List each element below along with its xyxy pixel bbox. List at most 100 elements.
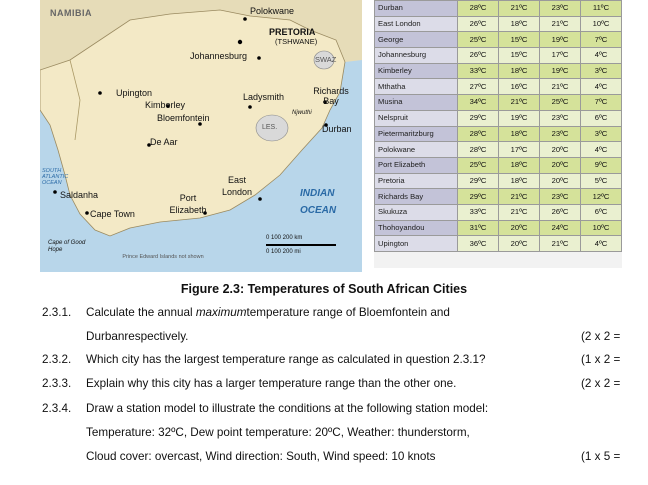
temperature-cell: 20ºC: [539, 156, 581, 174]
temperature-cell: 18ºC: [498, 172, 540, 190]
temperature-cell: 4ºC: [580, 235, 622, 252]
label-lesotho: LES.: [262, 124, 278, 131]
temperature-cell: 25ºC: [457, 31, 499, 49]
marks-2-3-2: (1 x 2 =: [581, 353, 621, 366]
question-text-rest: temperature range of Bloemfontein and: [246, 306, 450, 319]
temperature-cell: 3ºC: [580, 62, 622, 80]
label-cape-town: Cape Town: [90, 209, 135, 219]
temperature-cell: 20ºC: [539, 172, 581, 190]
temperature-cell: 25ºC: [457, 156, 499, 174]
temperature-cell: 29ºC: [457, 188, 499, 205]
temperature-cell: 23ºC: [539, 188, 581, 205]
marks-2-3-4: (1 x 5 =: [581, 450, 621, 463]
table-row: East London 26ºC 18ºC 21ºC 10ºC: [374, 15, 622, 33]
temperature-cell: 24ºC: [539, 219, 581, 237]
temperature-cell: 17ºC: [539, 47, 581, 64]
city-cell: Skukuza: [374, 203, 458, 221]
temperature-cell: 21ºC: [539, 15, 581, 33]
table-row: Johannesburg 26ºC 15ºC 17ºC 4ºC: [374, 47, 622, 64]
question-text: Draw a station model to illustrate the c…: [86, 402, 489, 415]
temperature-cell: 31ºC: [457, 219, 499, 237]
label-port-elizabeth: Port Elizabeth: [169, 193, 207, 215]
city-cell: Port Elizabeth: [374, 156, 458, 174]
question-number: 2.3.1.: [42, 306, 72, 319]
city-cell: Kimberley: [374, 62, 458, 80]
temperature-cell: 23ºC: [539, 109, 581, 127]
temperature-cell: 9ºC: [580, 156, 622, 174]
temperature-cell: 23ºC: [539, 125, 581, 143]
city-cell: Pretoria: [374, 172, 458, 190]
temperature-cell: 15ºC: [498, 47, 540, 64]
temperature-cell: 33ºC: [457, 62, 499, 80]
label-richards-bay: Richards Bay: [313, 86, 349, 106]
table-row: Polokwane 28ºC 17ºC 20ºC 4ºC: [374, 141, 622, 158]
question-number: 2.3.4.: [42, 402, 72, 415]
label-indian-ocean-2: OCEAN: [300, 205, 337, 216]
table-row: Pretoria 29ºC 18ºC 20ºC 5ºC: [374, 172, 622, 190]
temperature-cell: 21ºC: [498, 188, 540, 205]
city-cell: Pietermaritzburg: [374, 125, 458, 143]
label-south-atlantic: SOUTH ATLANTIC OCEAN: [42, 168, 69, 186]
temperature-cell: 23ºC: [539, 0, 581, 17]
temperature-cell: 4ºC: [580, 78, 622, 96]
label-swaz: SWAZ: [315, 55, 337, 64]
table-row: Pietermaritzburg 28ºC 18ºC 23ºC 3ºC: [374, 125, 622, 143]
label-tshwane: (TSHWANE): [275, 37, 318, 46]
temperature-cell: 21ºC: [539, 78, 581, 96]
table-row: Musina 34ºC 21ºC 25ºC 7ºC: [374, 94, 622, 111]
temperature-cell: 20ºC: [498, 219, 540, 237]
label-prince-edward: Prince Edward Islands not shown: [122, 254, 204, 260]
temperature-cell: 21ºC: [498, 0, 540, 17]
temperature-cell: 28ºC: [457, 125, 499, 143]
temperature-cell: 28ºC: [457, 0, 499, 17]
figure-caption: Figure 2.3: Temperatures of South Africa…: [180, 282, 468, 296]
city-cell: Nelspruit: [374, 109, 458, 127]
temperature-cell: 17ºC: [498, 141, 540, 158]
question-2-3-1-line2: Durbanrespectively.: [86, 330, 189, 343]
temperature-cell: 6ºC: [580, 203, 622, 221]
label-east-london: East London: [221, 175, 253, 197]
temperature-cell: 19ºC: [498, 109, 540, 127]
label-polokwane: Polokwane: [250, 6, 295, 16]
south-africa-map: NAMIBIA Polokwane PRETORIA (TSHWANE) Joh…: [39, 0, 362, 272]
temperature-cell: 7ºC: [580, 31, 622, 49]
temperature-cell: 6ºC: [580, 109, 622, 127]
question-2-3-1: 2.3.1. Calculate the annual maximumtemper…: [42, 306, 450, 320]
label-de-aar: De Aar: [150, 137, 178, 147]
temperature-cell: 12ºC: [580, 188, 622, 205]
temperature-cell: 21ºC: [498, 203, 540, 221]
table-row: Mthatha 27ºC 16ºC 21ºC 4ºC: [374, 78, 622, 96]
question-text: Calculate the annual: [86, 306, 196, 319]
city-cell: Thohoyandou: [374, 219, 458, 237]
temperature-cell: 36ºC: [457, 235, 499, 252]
city-cell: George: [374, 31, 458, 49]
temperature-cell: 33ºC: [457, 203, 499, 221]
question-2-3-4-line3: Cloud cover: overcast, Wind direction: S…: [86, 450, 436, 463]
temperature-cell: 20ºC: [498, 235, 540, 252]
table-row: Thohoyandou 31ºC 20ºC 24ºC 10ºC: [374, 219, 622, 237]
question-number: 2.3.2.: [42, 353, 72, 366]
table-row: Skukuza 33ºC 21ºC 26ºC 6ºC: [374, 203, 622, 221]
table-row: Upington 36ºC 20ºC 21ºC 4ºC: [374, 235, 622, 252]
question-2-3-4-line2: Temperature: 32ºC, Dew point temperature…: [86, 426, 470, 439]
temperature-cell: 3ºC: [580, 125, 622, 143]
temperature-table: Durban 28ºC 21ºC 23ºC 11ºC East London 26ºC 18º…: [374, 0, 622, 252]
question-2-3-2: 2.3.2. Which city has the largest tempera…: [42, 353, 486, 367]
temperature-cell: 29ºC: [457, 109, 499, 127]
temperature-cell: 7ºC: [580, 94, 622, 111]
city-cell: Polokwane: [374, 141, 458, 158]
table-row: Port Elizabeth 25ºC 18ºC 20ºC 9ºC: [374, 156, 622, 174]
marks-2-3-3: (2 x 2 =: [581, 377, 621, 390]
temperature-cell: 26ºC: [457, 47, 499, 64]
label-indian-ocean-1: INDIAN: [300, 188, 335, 199]
city-cell: Durban: [374, 0, 458, 17]
question-emphasis: maximum: [195, 306, 247, 319]
city-cell: Upington: [374, 235, 458, 252]
question-2-3-3: 2.3.3. Explain why this city has a larger…: [42, 377, 456, 391]
temperature-cell: 20ºC: [539, 141, 581, 158]
table-row: Durban 28ºC 21ºC 23ºC 11ºC: [374, 0, 622, 17]
table-row: Nelspruit 29ºC 19ºC 23ºC 6ºC: [374, 109, 622, 127]
temperature-cell: 26ºC: [539, 203, 581, 221]
map-graphic: [39, 0, 362, 272]
label-namibia: NAMIBIA: [50, 8, 92, 18]
